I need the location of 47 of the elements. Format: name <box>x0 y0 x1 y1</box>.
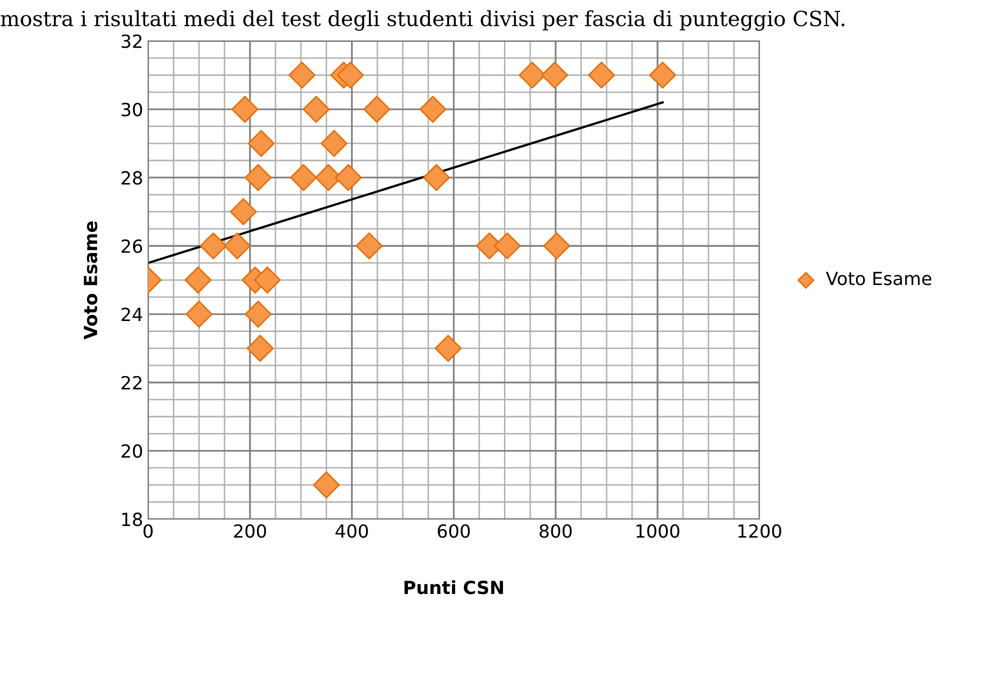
point <box>588 62 615 89</box>
y-tick-label: 28 <box>122 171 142 185</box>
point <box>419 96 446 123</box>
x-tick-label: 600 <box>438 524 470 538</box>
point <box>231 96 258 123</box>
point <box>230 198 257 226</box>
point <box>363 96 390 123</box>
point <box>186 300 213 328</box>
y-tick-label: 20 <box>122 444 142 458</box>
text: mostra i risultati medi del test degli studenti divisi per fascia di punteggio CSN. <box>0 10 844 31</box>
y-tick-label: 24 <box>122 308 142 322</box>
point <box>254 266 281 294</box>
point <box>224 232 251 260</box>
point <box>244 300 272 328</box>
point <box>312 471 340 498</box>
x-tick-label: 200 <box>234 524 266 538</box>
point <box>334 164 362 192</box>
point <box>336 62 364 89</box>
point <box>356 232 383 260</box>
x-tick-label: 0 <box>144 524 153 538</box>
y-tick-label: 26 <box>122 239 142 253</box>
x-tick-label: 800 <box>540 524 572 538</box>
point <box>434 334 462 362</box>
x-axis-title: Punti CSN <box>404 580 503 594</box>
point <box>543 232 570 260</box>
point <box>320 130 348 157</box>
y-tick-label: 30 <box>122 102 142 116</box>
y-tick-label: 32 <box>122 34 142 48</box>
point <box>246 334 274 362</box>
point <box>649 62 676 89</box>
point <box>244 164 272 192</box>
legend-label: Voto Esame <box>826 272 932 286</box>
x-tick-label: 1000 <box>636 524 680 538</box>
point <box>184 266 212 294</box>
point <box>541 62 568 89</box>
y-axis-title: Voto Esame <box>84 221 98 340</box>
point <box>200 232 227 260</box>
point <box>494 232 521 260</box>
x-tick-label: 400 <box>336 524 368 538</box>
point <box>302 96 330 123</box>
point <box>290 164 317 192</box>
point <box>288 62 316 89</box>
x-tick-label: 1200 <box>738 524 782 538</box>
y-tick-label: 22 <box>122 376 142 390</box>
point <box>422 164 450 192</box>
point <box>248 130 275 157</box>
y-tick-label: 18 <box>122 512 142 526</box>
